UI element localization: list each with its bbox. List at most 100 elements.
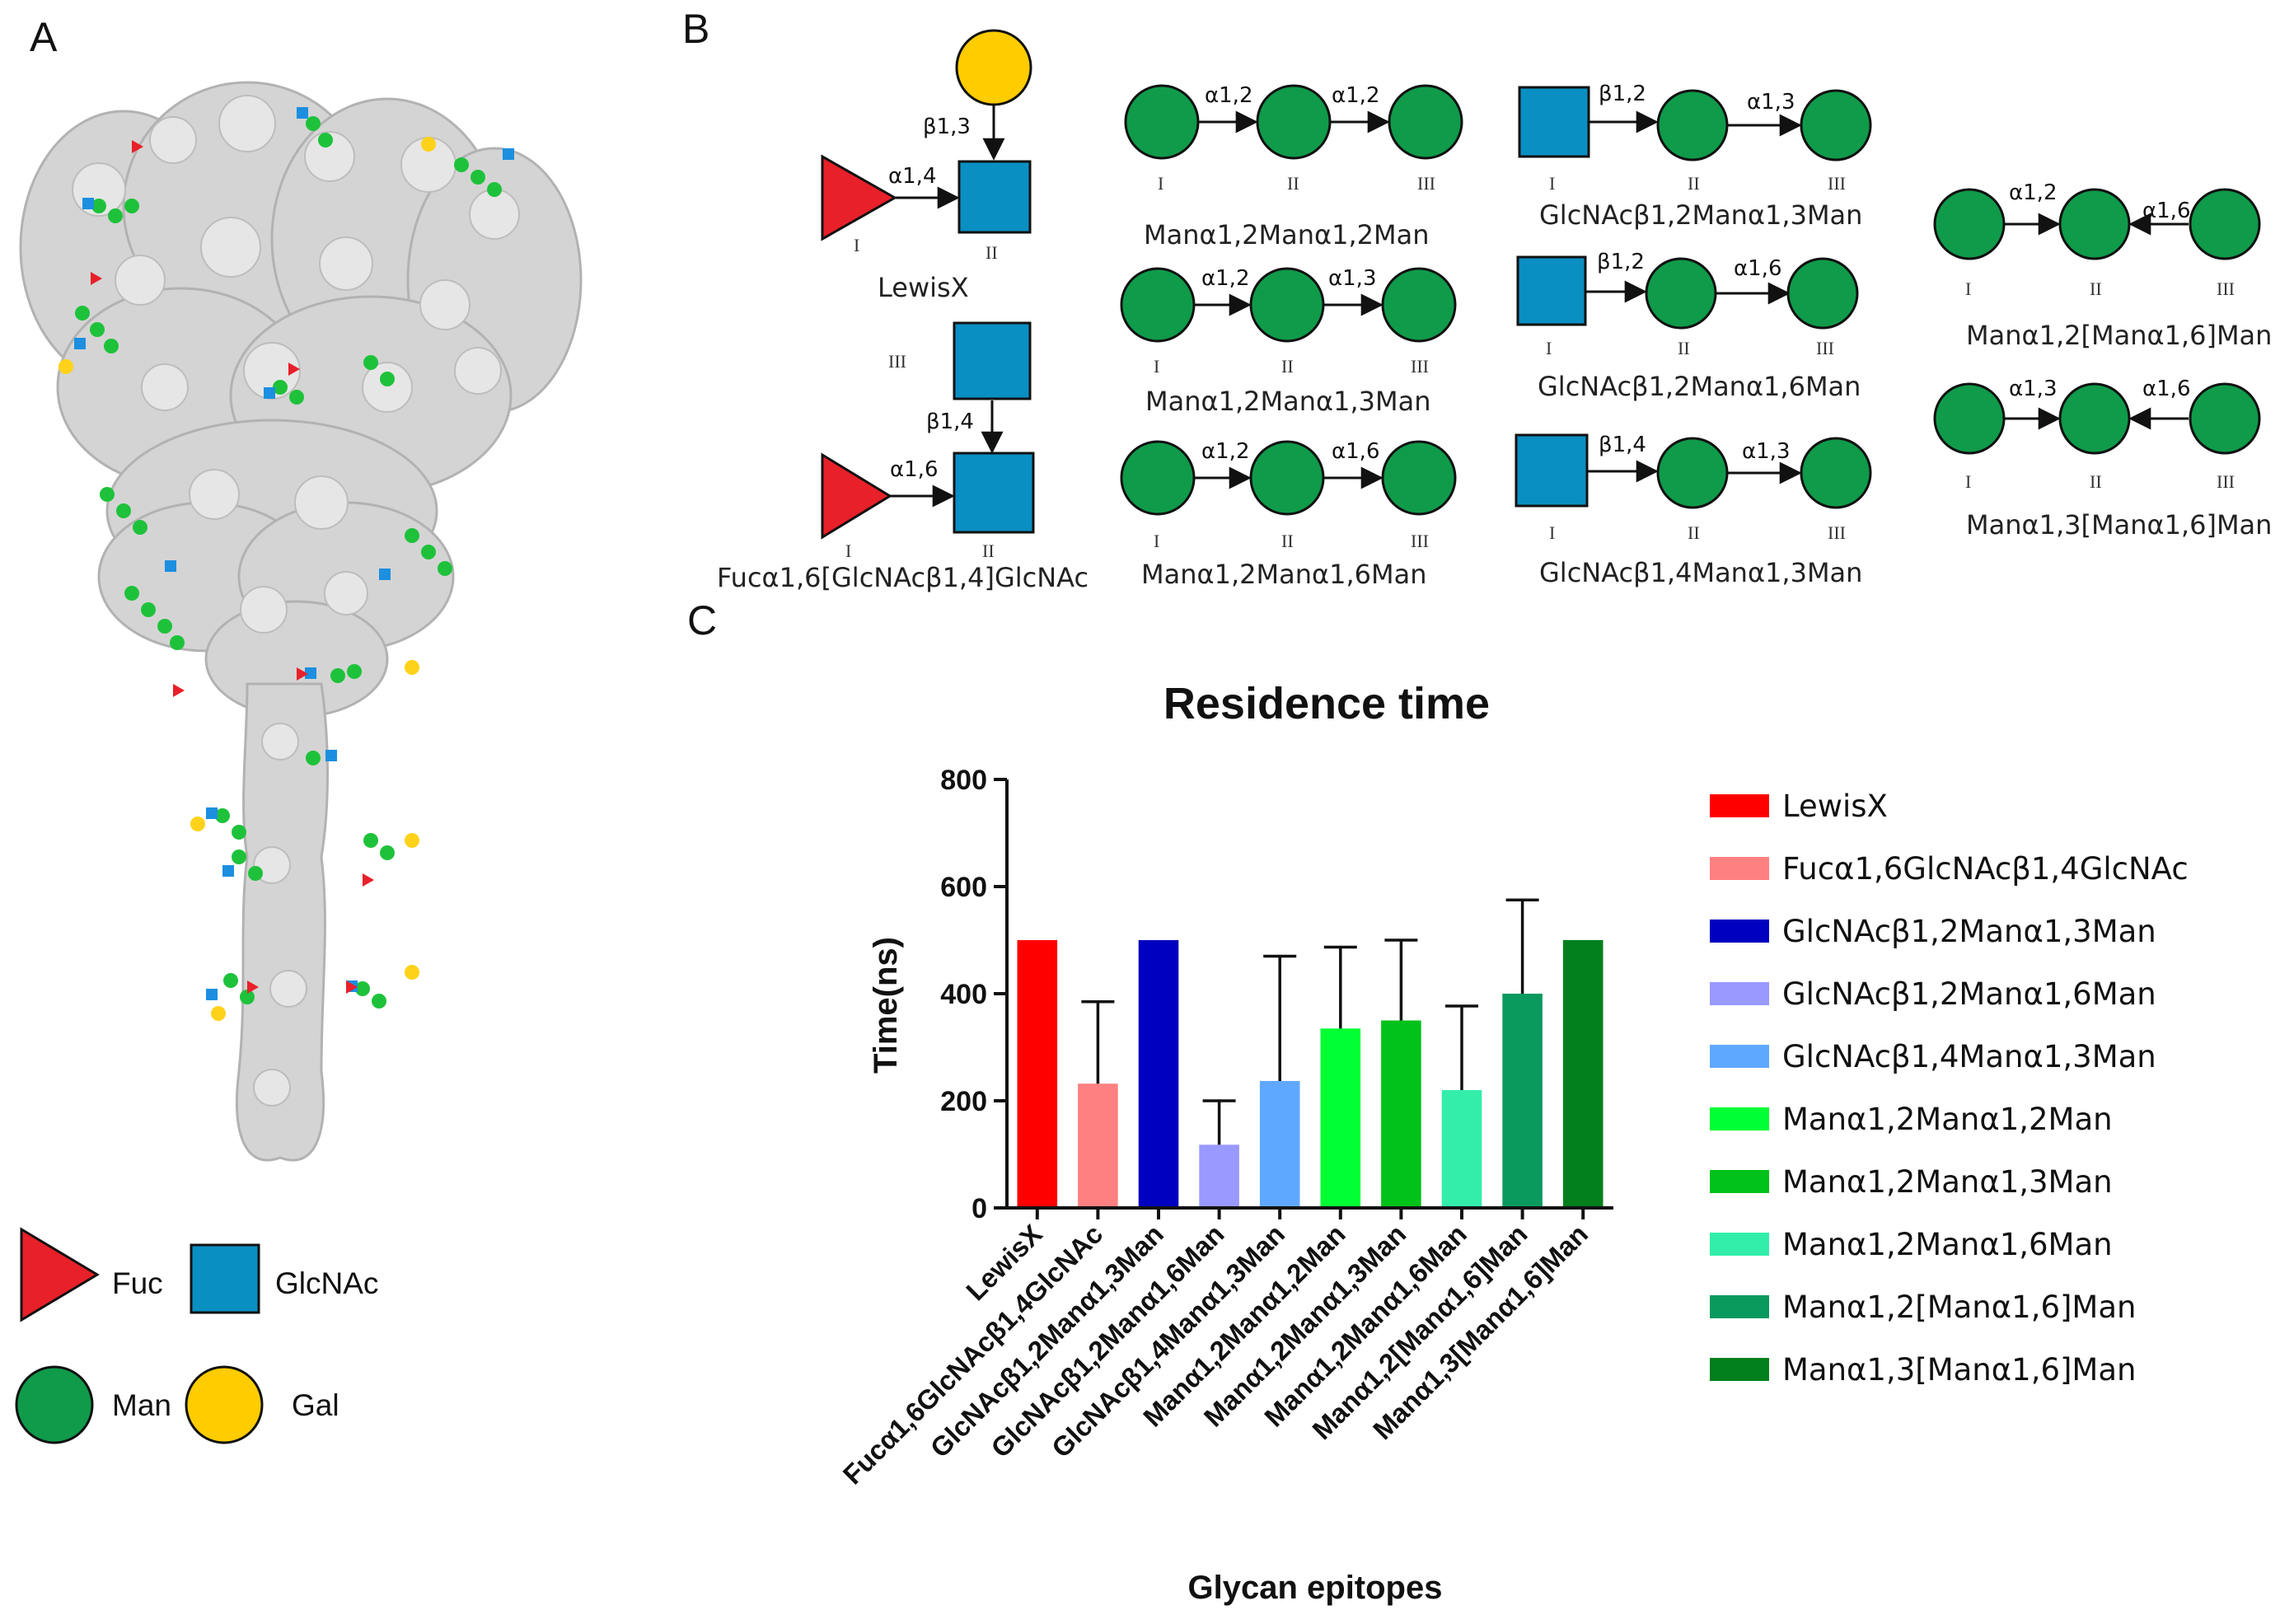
legend-swatch bbox=[1710, 982, 1769, 1005]
man-icon bbox=[1120, 267, 1196, 343]
glcnac-icon bbox=[953, 452, 1035, 534]
legend-a-man: Man bbox=[15, 1365, 171, 1444]
lewisx-link-gal: β1,3 bbox=[923, 115, 971, 139]
numeral-ii: II bbox=[1287, 173, 1299, 194]
glcnac-icon bbox=[1516, 255, 1587, 326]
numeral-i: I bbox=[1549, 173, 1555, 194]
g12m13-link1: β1,2 bbox=[1599, 82, 1646, 106]
legend-label: LewisX bbox=[1782, 789, 1888, 824]
man-circle-icon bbox=[15, 1365, 94, 1444]
m12m12-name: Manα1,2Manα1,2Man bbox=[1144, 219, 1429, 250]
man-icon bbox=[1800, 89, 1872, 161]
glcnac-square-icon bbox=[190, 1243, 260, 1314]
legend-swatch bbox=[1710, 1358, 1769, 1381]
lewisx-link-fuc: α1,4 bbox=[888, 164, 937, 189]
glycan-g12m13: β1,2 α1,3 I II III GlcNAcβ1,2Manα1,3Man bbox=[1518, 82, 1872, 231]
numeral-i: I bbox=[1546, 338, 1552, 358]
numeral-iii: III bbox=[1828, 522, 1846, 543]
x-axis-label: Glycan epitopes bbox=[1188, 1570, 1443, 1606]
m12bm16-link1: α1,2 bbox=[2009, 180, 2058, 205]
glycan-m12m16: α1,2 α1,6 I II III Manα1,2Manα1,6Man bbox=[1120, 439, 1457, 590]
legend-swatch bbox=[1710, 920, 1769, 943]
gal-circle-icon bbox=[185, 1365, 264, 1444]
fuc-glcnac-num-iii: III bbox=[888, 351, 906, 372]
legend-swatch bbox=[1710, 1045, 1769, 1068]
numeral-iii: III bbox=[1411, 356, 1429, 377]
man-icon bbox=[1645, 257, 1717, 330]
legend-label: Manα1,2Manα1,6Man bbox=[1782, 1227, 2113, 1262]
y-axis: 0 200 400 600 800 bbox=[940, 765, 1009, 1224]
numeral-ii: II bbox=[2090, 278, 2102, 299]
man-icon bbox=[1933, 382, 2006, 455]
m12bm16-name: Manα1,2[Manα1,6]Man bbox=[1966, 320, 2272, 351]
m13bm16-link1: α1,3 bbox=[2009, 377, 2058, 401]
g12m13-link2: α1,3 bbox=[1747, 90, 1795, 115]
numeral-ii: II bbox=[2090, 471, 2102, 492]
m13bm16-link2: α1,6 bbox=[2142, 377, 2191, 401]
glcnac-icon bbox=[1515, 433, 1589, 508]
legend-a-glcnac-label: GlcNAc bbox=[275, 1266, 378, 1300]
numeral-ii: II bbox=[1678, 338, 1690, 358]
bar bbox=[1381, 1020, 1421, 1208]
m12m16-link2: α1,6 bbox=[1332, 439, 1380, 464]
man-icon bbox=[2058, 188, 2131, 260]
bar bbox=[1502, 994, 1543, 1208]
bar bbox=[1259, 1080, 1300, 1208]
glycan-fuc-glcnac: III β1,4 α1,6 I II Fucα1,6[GlcNAcβ1,4]Gl… bbox=[717, 321, 1089, 593]
g12m16-link2: α1,6 bbox=[1734, 256, 1782, 281]
lewisx-num-i: I bbox=[854, 235, 859, 255]
chart-legend: LewisX Fucα1,6GlcNAcβ1,4GlcNAc GlcNAcβ1,2M… bbox=[1710, 789, 2189, 1388]
numeral-iii: III bbox=[2217, 471, 2235, 492]
fuc-icon bbox=[821, 154, 898, 241]
fuc-triangle-icon bbox=[20, 1227, 100, 1322]
numeral-ii: II bbox=[1688, 173, 1700, 194]
m12m13-link2: α1,3 bbox=[1328, 266, 1377, 291]
numeral-i: I bbox=[1154, 531, 1159, 551]
legend-swatch bbox=[1710, 1170, 1769, 1193]
legend-a: Fuc GlcNAc Man Gal bbox=[15, 1227, 378, 1444]
glycan-m13bm16: α1,3 α1,6 I II III Manα1,3[Manα1,6]Man bbox=[1933, 377, 2272, 541]
man-icon bbox=[1933, 188, 2006, 260]
numeral-iii: III bbox=[1417, 173, 1435, 194]
fuc-glcnac-link-top: β1,4 bbox=[926, 410, 974, 434]
bar bbox=[1441, 1090, 1482, 1208]
numeral-i: I bbox=[1158, 173, 1163, 194]
legend-swatch bbox=[1710, 1233, 1769, 1256]
m13bm16-name: Manα1,3[Manα1,6]Man bbox=[1966, 509, 2272, 541]
bar bbox=[1017, 940, 1058, 1208]
g14m13-link2: α1,3 bbox=[1742, 439, 1791, 464]
g14m13-name: GlcNAcβ1,4Manα1,3Man bbox=[1539, 557, 1862, 588]
legend-a-man-label: Man bbox=[112, 1388, 171, 1422]
spike-protein-illustration bbox=[19, 81, 583, 1162]
panel-label-a: A bbox=[30, 14, 58, 60]
man-icon bbox=[2058, 382, 2131, 455]
legend-label: Manα1,2Manα1,2Man bbox=[1782, 1102, 2113, 1137]
glycan-m12bm16: α1,2 α1,6 I II III Manα1,2[Manα1,6]Man bbox=[1933, 180, 2272, 351]
numeral-iii: III bbox=[2217, 278, 2235, 299]
bars bbox=[1017, 898, 1603, 1208]
numeral-iii: III bbox=[1411, 531, 1429, 551]
glcnac-icon bbox=[957, 160, 1032, 234]
glycan-lewisx: β1,3 α1,4 I II LewisX bbox=[821, 29, 1032, 303]
chart-title: Residence time bbox=[1163, 679, 1490, 728]
glycan-m12m13: α1,2 α1,3 I II III Manα1,2Manα1,3Man bbox=[1120, 266, 1457, 417]
numeral-iii: III bbox=[1816, 338, 1834, 358]
man-icon bbox=[1786, 257, 1859, 330]
man-icon bbox=[1656, 89, 1729, 161]
panel-label-b: B bbox=[682, 6, 709, 52]
legend-a-fuc: Fuc bbox=[20, 1227, 163, 1322]
lewisx-name: LewisX bbox=[878, 272, 969, 303]
y-tick-label: 0 bbox=[971, 1193, 987, 1224]
x-tick-label: GlcNAcβ1,2Manα1,3Man bbox=[925, 1219, 1169, 1463]
legend-label: Manα1,2Manα1,3Man bbox=[1782, 1164, 2113, 1200]
legend-label: Manα1,3[Manα1,6]Man bbox=[1782, 1352, 2136, 1388]
numeral-ii: II bbox=[1281, 531, 1294, 551]
glycan-m12m12: α1,2 α1,2 I II III Manα1,2Manα1,2Man bbox=[1124, 83, 1463, 250]
man-icon bbox=[1656, 437, 1729, 509]
g12m16-link1: β1,2 bbox=[1597, 250, 1645, 274]
man-icon bbox=[1249, 440, 1325, 516]
y-axis-label: Time(ns) bbox=[868, 937, 904, 1074]
numeral-iii: III bbox=[1828, 173, 1846, 194]
m12m12-link2: α1,2 bbox=[1332, 83, 1380, 108]
legend-a-fuc-label: Fuc bbox=[112, 1266, 163, 1300]
